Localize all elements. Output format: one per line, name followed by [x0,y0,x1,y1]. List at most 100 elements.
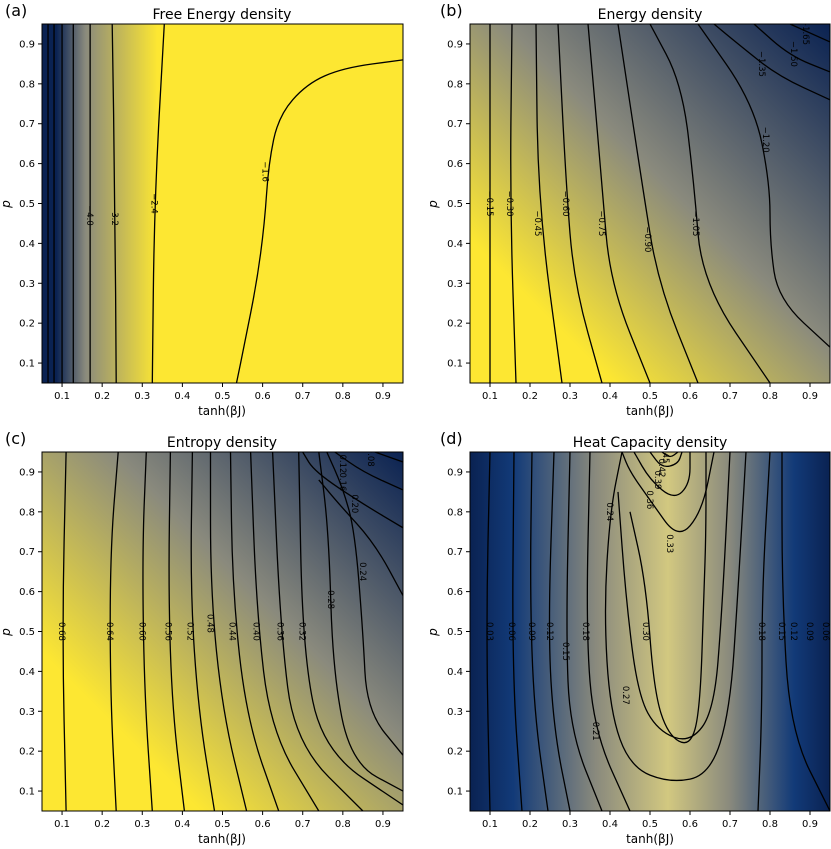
panel-label: (d) [440,429,463,448]
x-tick-label: 0.5 [642,391,658,402]
contour-line [566,452,603,811]
contour-labels: 0.68 0.64 0.60 0.56 0.52 0.48 0.44 0.40 0.36 0.32… [56,452,375,641]
y-axis-label: p [426,200,440,209]
x-tick-label: 0.4 [174,391,190,402]
y-tick-label: 0.2 [19,747,35,758]
contour-label: 0.40 [251,622,261,641]
contour-line [318,479,403,596]
panel-label: (a) [5,1,27,20]
contour-line [789,24,830,43]
y-tick-label: 0.8 [447,507,463,518]
contour-label: 0.30 [640,622,650,641]
x-tick-label: 0.2 [522,391,538,402]
contour-label: 0.21 [590,722,600,741]
contour-line [621,452,715,533]
x-tick-label: 0.7 [295,819,311,830]
x-tick-label: 0.4 [602,819,618,830]
contour-label: 0.06 [820,622,830,641]
x-axis-label: tanh(βJ) [626,832,674,846]
x-tick-label: 0.3 [562,391,578,402]
y-tick-label: 0.9 [447,39,463,50]
contour-label: −2.4 [148,193,158,214]
contour-line [249,452,320,811]
y-tick-label: 0.8 [447,79,463,90]
contour-label: −1.50 [788,41,798,67]
contour-line [302,452,403,529]
contour-label: 0.45 [660,445,670,464]
contour-label: −1.6 [259,161,269,182]
contour-line [374,452,403,463]
y-tick-label: 0.1 [447,787,463,798]
y-tick-label: 0.2 [19,319,35,330]
x-tick-label: 0.3 [562,819,578,830]
contour-label: −0.45 [532,210,542,236]
contour-label: 0.12 [337,454,347,473]
panel-label: (c) [5,429,26,448]
contour-label: −0.30 [504,190,514,216]
contour-label: 0.20 [349,494,359,513]
contour-label: 0.44 [227,622,237,641]
x-tick-label: 0.7 [295,391,311,402]
contour-line [109,452,119,811]
contour-line [557,24,603,383]
contour-label: 0.15 [560,642,570,661]
contour-label: 0.03 [484,622,494,641]
contour-label: 0.12 [544,622,554,641]
x-tick-label: 0.4 [174,819,190,830]
chart-title: Energy density [598,7,703,23]
contour-label: 0.48 [204,614,214,633]
contour-label: 0.18 [756,622,766,641]
x-tick-label: 0.2 [94,819,110,830]
contour-label: 0.28 [325,590,335,609]
contour-label: 0.16 [337,472,347,491]
contour-label: 0.36 [275,622,285,641]
contour-label: 0.56 [162,622,172,641]
contour-line [334,452,403,491]
contour-line [142,452,153,811]
y-tick-label: 0.5 [447,199,463,210]
contour-line [535,24,563,383]
panel-d-heat-capacity: (d) Heat Capacity density tanh(βJ) p 0.0… [426,429,831,846]
contour-line [587,24,651,383]
panel-c-entropy: (c) Entropy density tanh(βJ) p 0.68 0.64 0… [0,429,404,846]
contour-lines [489,24,830,383]
panel-label: (b) [440,1,463,20]
contour-line [617,24,699,383]
contour-label: 0.64 [104,622,114,641]
x-tick-label: 0.3 [134,391,150,402]
contour-line [151,24,165,383]
x-tick-label: 0.5 [215,819,231,830]
heatmap-field [42,452,403,811]
contour-line [661,452,679,458]
contour-label: −1.65 [800,19,810,45]
contour-label: −1.20 [760,127,770,153]
y-tick-label: 0.2 [447,319,463,330]
y-tick-label: 0.5 [447,627,463,638]
contour-line [62,452,67,811]
x-tick-label: 0.1 [482,819,498,830]
x-tick-label: 0.5 [215,391,231,402]
contour-line [168,452,186,811]
x-tick-label: 0.8 [335,391,351,402]
y-tick-label: 0.8 [19,507,35,518]
contour-label: 0.32 [297,622,307,641]
x-tick-label: 0.6 [682,819,698,830]
x-tick-label: 0.5 [642,819,658,830]
contour-line [235,59,403,383]
contour-labels: 0.03 0.06 0.09 0.120.150.180.210.240.270.30… [484,445,830,741]
contour-label: 0.27 [620,686,630,705]
x-tick-label: 0.1 [482,391,498,402]
contour-line [318,452,403,792]
contour-line [111,24,117,383]
contour-label: −1.05 [690,210,700,236]
contour-line [510,24,517,383]
x-tick-label: 0.6 [255,391,271,402]
contour-line [649,24,771,383]
contour-line [190,452,216,811]
y-tick-label: 0.5 [19,199,35,210]
contour-line [604,452,747,782]
contour-label: 0.42 [656,458,666,477]
contour-labels: −0.15 −0.30 −0.45 −0.60 −0.75 −0.90 −1.05 −1.20… [484,19,810,252]
x-tick-label: 0.7 [722,819,738,830]
